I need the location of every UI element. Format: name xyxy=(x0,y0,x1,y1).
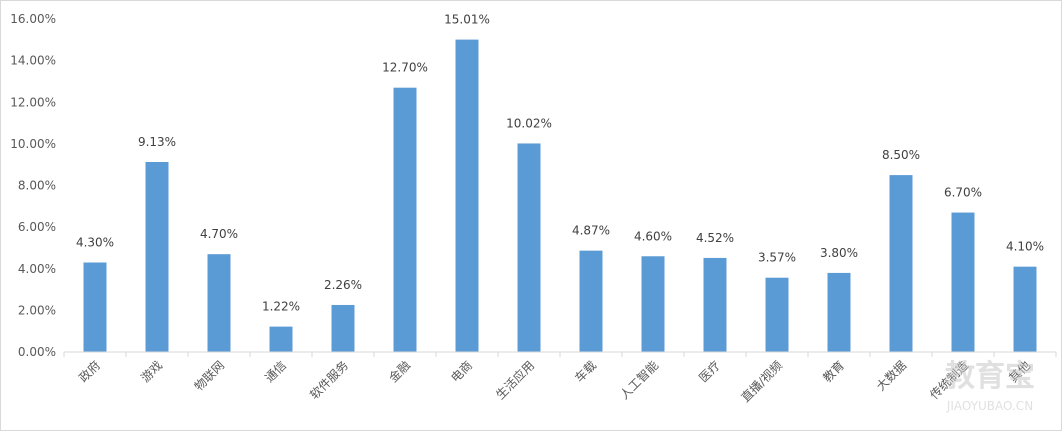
y-tick-label: 10.00% xyxy=(10,137,56,151)
x-tick-label: 软件服务 xyxy=(307,358,352,403)
data-label: 3.57% xyxy=(758,251,796,265)
x-tick-label: 金融 xyxy=(386,358,414,386)
x-tick-label: 电商 xyxy=(448,358,476,386)
data-label: 4.52% xyxy=(696,231,734,245)
data-label: 9.13% xyxy=(138,135,176,149)
y-tick-label: 8.00% xyxy=(18,179,56,193)
watermark-logo: 教育宝 JIAOYUBAO.CN xyxy=(945,359,1035,413)
data-label: 4.10% xyxy=(1006,240,1044,254)
bar xyxy=(765,277,789,352)
x-tick-label: 医疗 xyxy=(696,358,723,385)
bar xyxy=(951,212,975,352)
x-tick-label: 物联网 xyxy=(192,358,227,393)
x-tick-label: 车载 xyxy=(572,358,600,386)
x-tick-label: 游戏 xyxy=(138,358,165,385)
bar xyxy=(269,326,293,352)
bar xyxy=(517,143,541,352)
y-tick-label: 12.00% xyxy=(10,95,56,109)
data-label: 12.70% xyxy=(382,61,428,75)
y-tick-label: 2.00% xyxy=(18,303,56,317)
data-label: 15.01% xyxy=(444,13,490,27)
x-tick-label: 生活应用 xyxy=(493,358,538,403)
bar xyxy=(1013,266,1037,352)
bar xyxy=(703,257,727,352)
x-tick-label: 通信 xyxy=(262,358,289,385)
y-axis: 0.00% 2.00% 4.00% 6.00% 8.00% 10.00% 12.00% 14.… xyxy=(10,12,56,359)
data-labels: 4.30% 9.13% 4.70% 1.22% 2.26% 12.70% 15.01% 10.… xyxy=(76,13,1044,314)
watermark-subtext: JIAOYUBAO.CN xyxy=(946,399,1033,413)
x-tick-label: 政府 xyxy=(76,358,104,386)
bar xyxy=(393,87,417,353)
bar xyxy=(83,262,107,352)
bar xyxy=(641,256,665,352)
bar xyxy=(207,254,231,352)
x-tick-label: 教育 xyxy=(820,358,848,386)
data-label: 4.70% xyxy=(200,227,238,241)
x-axis: 政府 游戏 物联网 通信 软件服务 金融 电商 生活应用 车载 人工智能 医疗 直播/视频 教育 大数据传… xyxy=(63,351,1057,405)
y-tick-label: 16.00% xyxy=(10,12,56,26)
data-label: 6.70% xyxy=(944,186,982,200)
bar xyxy=(827,272,851,352)
x-tick-label: 人工智能 xyxy=(617,358,662,403)
y-tick-label: 4.00% xyxy=(18,262,56,276)
data-label: 3.80% xyxy=(820,246,858,260)
data-label: 4.30% xyxy=(76,236,114,250)
data-label: 1.22% xyxy=(262,300,300,314)
data-label: 2.26% xyxy=(324,278,362,292)
bars xyxy=(83,39,1037,353)
y-tick-label: 14.00% xyxy=(10,54,56,68)
watermark-text: 教育宝 xyxy=(945,359,1035,394)
bar xyxy=(579,250,603,352)
x-tick-label: 直播/视频 xyxy=(738,358,785,405)
y-tick-label: 6.00% xyxy=(18,220,56,234)
bar xyxy=(455,39,479,353)
x-tick-label: 大数据 xyxy=(873,358,909,394)
data-label: 4.60% xyxy=(634,229,672,243)
data-label: 4.87% xyxy=(572,224,610,238)
data-label: 8.50% xyxy=(882,148,920,162)
bar xyxy=(889,175,913,352)
data-label: 10.02% xyxy=(506,116,552,130)
bar xyxy=(145,161,169,352)
bar xyxy=(331,304,355,352)
y-tick-label: 0.00% xyxy=(18,345,56,359)
